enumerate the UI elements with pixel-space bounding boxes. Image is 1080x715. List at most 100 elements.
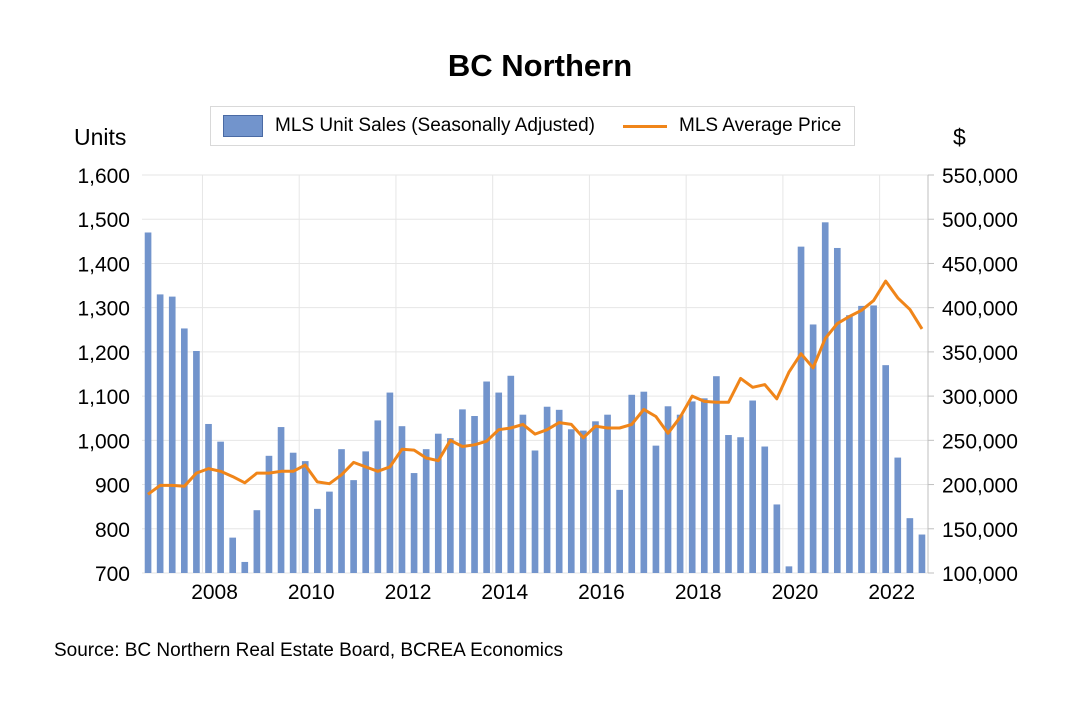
left-tick-label: 1,500 — [77, 209, 130, 232]
bar — [241, 561, 249, 573]
right-axis-ticks: 100,000 150,000 200,000 250,000 300,000 350,0… — [927, 165, 1018, 586]
bar — [846, 315, 853, 573]
bar — [555, 409, 563, 573]
left-tick-label: 1,600 — [77, 165, 130, 188]
left-axis-ticks: 700 800 900 1,000 1,100 1,200 1,300 1,400 1,500 1… — [77, 165, 130, 586]
bar — [156, 294, 164, 573]
right-axis-title: $ — [953, 124, 966, 150]
bar — [301, 461, 309, 573]
bar — [253, 510, 261, 573]
bar — [459, 409, 466, 573]
bar — [205, 423, 212, 573]
bar — [193, 351, 200, 573]
bar — [422, 449, 430, 573]
bar — [894, 457, 902, 573]
bar — [386, 392, 394, 573]
bar — [277, 427, 285, 573]
bar — [265, 455, 273, 573]
bar — [676, 414, 684, 573]
bar — [906, 518, 914, 573]
bar — [567, 429, 575, 573]
x-tick-label: 2018 — [675, 581, 722, 604]
bar — [870, 305, 877, 573]
right-tick-label: 500,000 — [942, 209, 1018, 232]
bar — [519, 414, 527, 573]
bar — [688, 401, 696, 573]
x-tick-label: 2020 — [772, 581, 819, 604]
bar — [168, 296, 176, 573]
bar — [858, 305, 865, 573]
right-tick-label: 400,000 — [942, 298, 1018, 321]
bar — [507, 375, 515, 573]
legend-swatch-bar — [223, 115, 263, 137]
legend-label-unit-sales: MLS Unit Sales (Seasonally Adjusted) — [275, 115, 595, 136]
left-tick-label: 700 — [95, 563, 130, 586]
right-tick-label: 200,000 — [942, 475, 1018, 498]
left-tick-label: 1,400 — [77, 253, 130, 276]
left-axis-title: Units — [74, 124, 127, 150]
bar — [374, 420, 382, 573]
x-tick-label: 2016 — [578, 581, 625, 604]
left-tick-label: 1,100 — [77, 386, 130, 409]
bar — [628, 394, 636, 573]
bar — [882, 365, 890, 573]
right-tick-label: 250,000 — [942, 430, 1018, 453]
bar — [217, 441, 224, 573]
bar — [725, 435, 732, 573]
bar — [326, 491, 333, 573]
bar — [434, 433, 442, 573]
bar — [144, 232, 152, 573]
bar — [229, 537, 237, 573]
bar — [833, 247, 841, 573]
x-tick-label: 2012 — [385, 581, 432, 604]
bar — [447, 438, 454, 573]
left-tick-label: 800 — [95, 519, 130, 542]
bar — [797, 246, 805, 573]
left-tick-label: 1,000 — [77, 430, 130, 453]
bar — [918, 534, 926, 573]
bar — [737, 437, 744, 573]
bar — [809, 324, 817, 573]
bar — [761, 446, 769, 573]
left-tick-label: 1,300 — [77, 298, 130, 321]
x-tick-label: 2010 — [288, 581, 335, 604]
right-tick-label: 100,000 — [942, 563, 1018, 586]
bar — [773, 504, 781, 573]
bar — [616, 489, 623, 573]
bar — [652, 445, 660, 573]
right-tick-label: 350,000 — [942, 342, 1018, 365]
source-note: Source: BC Northern Real Estate Board, B… — [54, 640, 564, 661]
bar — [350, 480, 357, 573]
bar — [785, 566, 793, 573]
bar — [483, 381, 490, 573]
legend-label-average-price: MLS Average Price — [679, 115, 842, 136]
x-tick-label: 2014 — [481, 581, 528, 604]
bar — [338, 449, 345, 573]
bar — [604, 414, 611, 573]
right-tick-label: 450,000 — [942, 253, 1018, 276]
right-tick-label: 300,000 — [942, 386, 1018, 409]
bar — [700, 398, 708, 573]
bar — [471, 416, 478, 573]
bar — [495, 392, 503, 573]
legend-swatch-line — [623, 124, 667, 128]
bar — [592, 421, 599, 573]
x-tick-label: 2022 — [868, 581, 915, 604]
bar — [362, 451, 370, 573]
legend-item-unit-sales: MLS Unit Sales (Seasonally Adjusted) — [223, 107, 595, 145]
chart-title: BC Northern — [447, 48, 633, 83]
bar — [314, 508, 321, 573]
bar — [180, 328, 188, 573]
bar — [410, 473, 418, 573]
right-tick-label: 550,000 — [942, 165, 1018, 188]
bar — [821, 222, 829, 573]
bar — [580, 430, 587, 573]
average-price-line — [147, 279, 924, 496]
right-tick-label: 150,000 — [942, 519, 1018, 542]
x-axis-ticks: 2008 2010 2012 2014 2016 2018 2020 2022 — [191, 581, 915, 604]
bar — [531, 450, 539, 573]
bar — [543, 406, 551, 573]
bar — [640, 391, 648, 573]
bar — [664, 406, 672, 573]
legend-item-average-price: MLS Average Price — [623, 107, 841, 145]
